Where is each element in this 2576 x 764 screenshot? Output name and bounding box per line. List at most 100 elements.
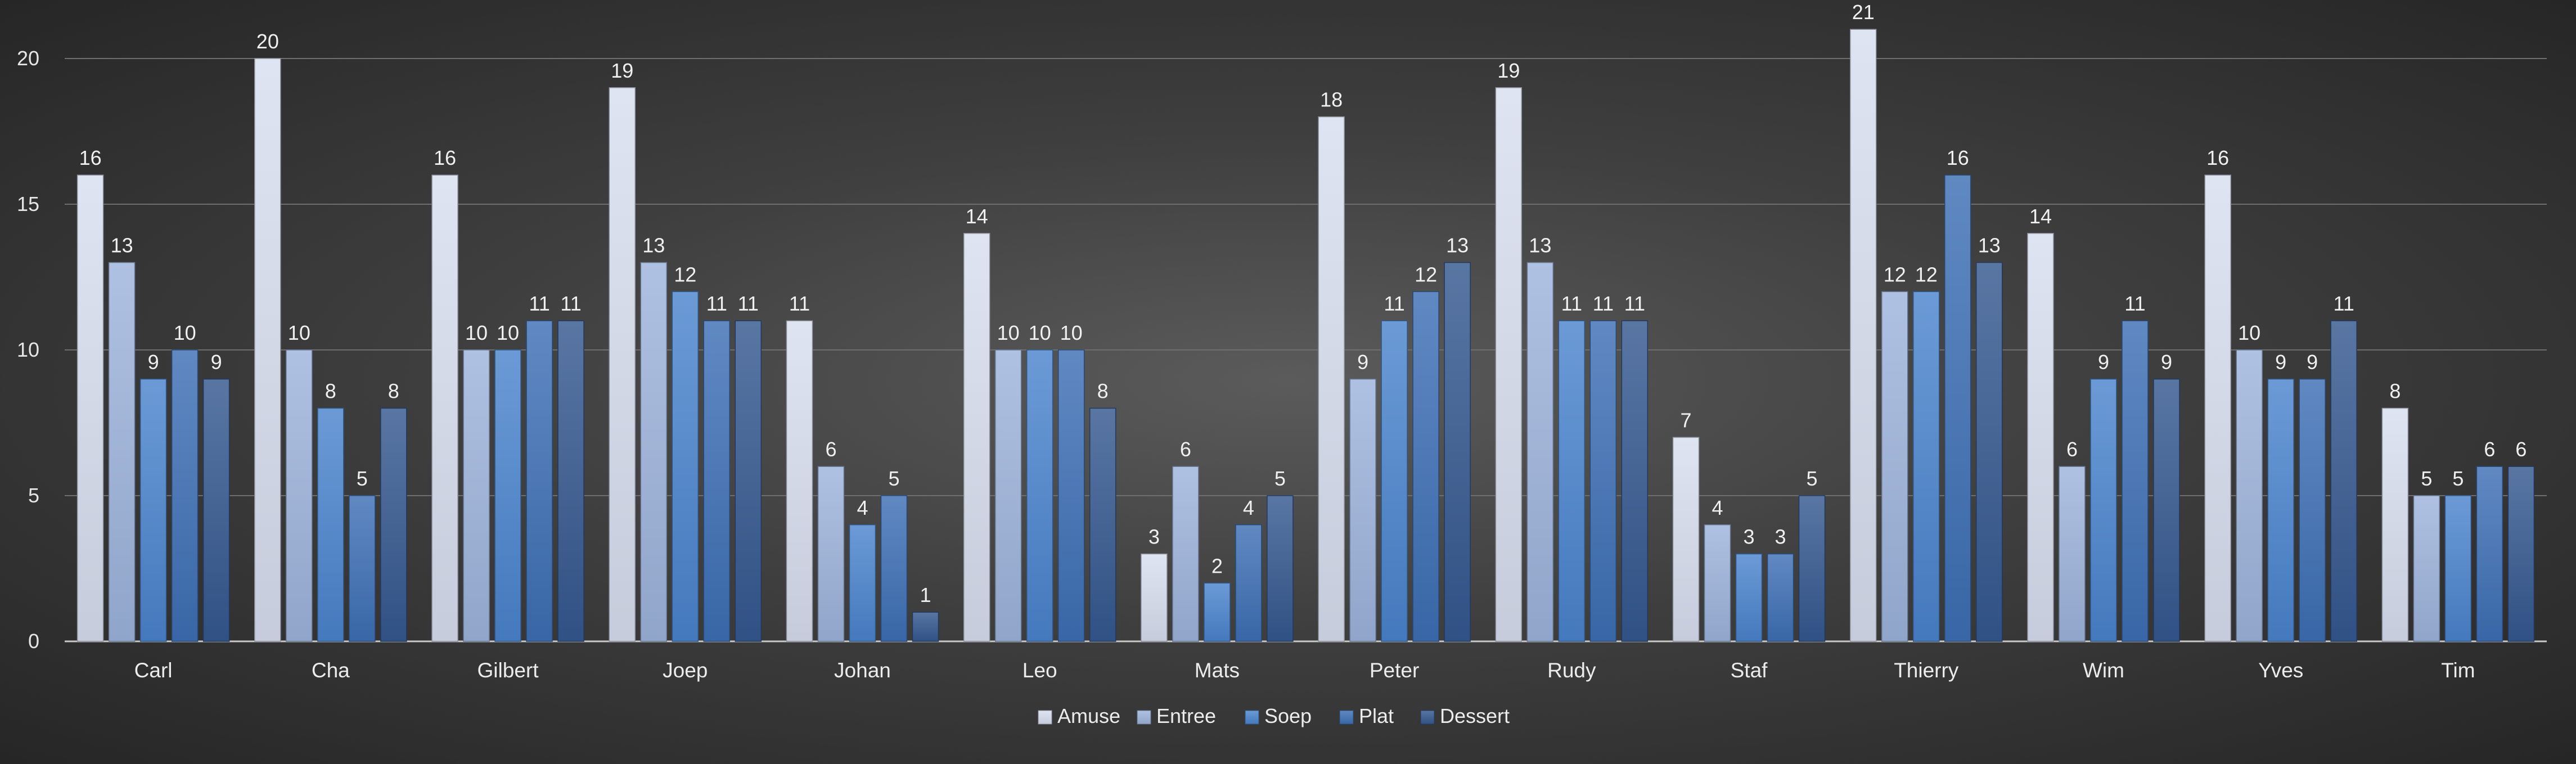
data-label: 10: [1029, 321, 1051, 344]
data-label: 10: [465, 321, 488, 344]
x-tick-label-cha: Cha: [312, 659, 350, 682]
bar-dessert-yves: [2330, 320, 2357, 642]
legend-label-plat: Plat: [1359, 704, 1394, 727]
legend-swatch-amuse: [1038, 710, 1052, 725]
x-tick-label-peter: Peter: [1370, 659, 1419, 682]
data-label: 6: [2066, 438, 2078, 461]
bar-entree-rudy: [1526, 262, 1554, 642]
legend-swatch-soep: [1245, 710, 1259, 725]
bar-plat-thierry: [1944, 174, 1971, 642]
x-tick-label-tim: Tim: [2441, 659, 2475, 682]
data-label: 13: [642, 234, 665, 257]
bar-amuse-gilbert: [431, 174, 458, 642]
data-label: 11: [789, 292, 810, 315]
data-label: 9: [2098, 350, 2109, 374]
x-tick-label-mats: Mats: [1195, 659, 1240, 682]
data-label: 8: [1097, 380, 1109, 403]
data-label: 7: [1681, 408, 1692, 432]
data-label: 2: [1212, 554, 1223, 577]
data-label: 16: [2206, 146, 2229, 169]
data-label: 13: [1529, 234, 1551, 257]
data-label: 12: [674, 263, 696, 286]
bar-entree-gilbert: [463, 349, 490, 642]
data-label: 6: [825, 438, 836, 461]
data-label: 11: [738, 292, 759, 315]
data-label: 13: [1978, 234, 2001, 257]
y-tick-label: 10: [17, 338, 39, 361]
bar-dessert-wim: [2153, 379, 2180, 642]
bar-soep-rudy: [1558, 320, 1586, 642]
data-label: 12: [1415, 263, 1437, 286]
data-label: 6: [1180, 438, 1191, 461]
bar-plat-yves: [2299, 379, 2326, 642]
data-label: 18: [1320, 88, 1343, 111]
data-label: 10: [288, 321, 310, 344]
bar-dessert-johan: [912, 612, 939, 642]
data-label: 11: [560, 292, 581, 315]
bar-entree-leo: [994, 349, 1022, 642]
data-label: 14: [966, 205, 988, 228]
data-label: 5: [357, 467, 368, 490]
legend-label-soep: Soep: [1264, 704, 1312, 727]
data-label: 6: [2484, 438, 2495, 461]
data-label: 11: [2333, 292, 2354, 315]
bar-soep-gilbert: [494, 349, 521, 642]
data-label: 5: [1275, 467, 1286, 490]
data-label: 6: [2515, 438, 2527, 461]
bar-dessert-peter: [1444, 262, 1471, 642]
data-label: 5: [1807, 467, 1818, 490]
bar-amuse-johan: [786, 320, 813, 642]
bar-entree-staf: [1704, 524, 1731, 642]
bar-amuse-wim: [2027, 233, 2054, 642]
data-label: 11: [2124, 292, 2145, 315]
bar-entree-mats: [1172, 466, 1199, 642]
x-tick-label-gilbert: Gilbert: [478, 659, 539, 682]
y-tick-label: 5: [28, 484, 39, 507]
data-label: 10: [174, 321, 196, 344]
data-label: 10: [997, 321, 1020, 344]
legend-swatch-dessert: [1420, 710, 1435, 725]
bar-plat-mats: [1235, 524, 1262, 642]
x-tick-label-staf: Staf: [1731, 659, 1768, 682]
bar-amuse-staf: [1672, 437, 1700, 642]
bar-entree-thierry: [1881, 291, 1908, 642]
bar-plat-wim: [2122, 320, 2149, 642]
data-label: 5: [888, 467, 899, 490]
x-tick-label-johan: Johan: [834, 659, 891, 682]
bar-amuse-leo: [963, 233, 990, 642]
x-tick-label-leo: Leo: [1023, 659, 1057, 682]
bar-plat-cha: [349, 495, 376, 642]
data-label: 9: [2307, 350, 2318, 374]
bar-entree-johan: [817, 466, 845, 642]
data-label: 9: [211, 350, 222, 374]
bar-dessert-thierry: [1976, 262, 2003, 642]
data-label: 3: [1149, 525, 1160, 549]
bar-soep-peter: [1381, 320, 1408, 642]
data-label: 19: [611, 59, 633, 82]
data-label: 14: [2029, 205, 2052, 228]
bar-amuse-yves: [2204, 174, 2231, 642]
bar-soep-tim: [2444, 495, 2472, 642]
bar-dessert-rudy: [1621, 320, 1649, 642]
bar-amuse-joep: [609, 87, 636, 642]
data-label: 16: [1947, 146, 1969, 169]
bar-dessert-staf: [1798, 495, 1826, 642]
bar-soep-yves: [2267, 379, 2294, 642]
bar-entree-joep: [640, 262, 667, 642]
bar-plat-tim: [2476, 466, 2503, 642]
data-label: 3: [1775, 525, 1786, 549]
data-label: 19: [1497, 59, 1520, 82]
bar-entree-carl: [108, 262, 136, 642]
bar-entree-cha: [286, 349, 313, 642]
data-label: 3: [1744, 525, 1755, 549]
y-tick-label: 20: [17, 47, 39, 70]
bar-amuse-tim: [2381, 407, 2409, 642]
data-label: 8: [325, 380, 336, 403]
data-label: 20: [256, 30, 279, 53]
bar-soep-thierry: [1913, 291, 1940, 642]
x-tick-label-wim: Wim: [2083, 659, 2124, 682]
legend: Amuse Entree Soep Plat Dessert: [1038, 704, 1510, 727]
bar-soep-carl: [139, 379, 167, 642]
